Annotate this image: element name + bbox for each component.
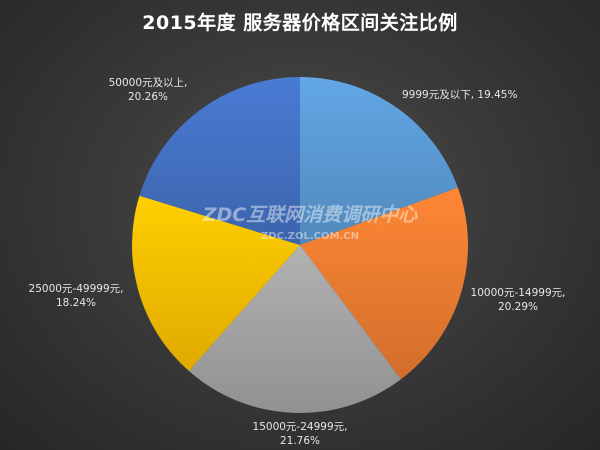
data-label-line1: 50000元及以上, [108, 77, 188, 89]
data-label-line2: 20.29% [497, 301, 539, 313]
chart-title: 2015年度 服务器价格区间关注比例 [142, 12, 458, 34]
data-label-9999-and-below: 9999元及以下, 19.45% [402, 88, 517, 102]
pie-slice-1 [300, 77, 458, 245]
pie-slice-2 [300, 187, 468, 380]
watermark-url: ZDC.ZOL.COM.CN [261, 231, 359, 242]
data-label-line1: 10000元-14999元, [470, 287, 566, 299]
pie-slice-4 [132, 195, 300, 372]
data-label-line1: 15000元-24999元, [252, 421, 348, 433]
data-label-text: 9999元及以下, 19.45% [402, 89, 518, 101]
data-label-25000-49999: 25000元-49999元, 18.24% [26, 282, 126, 310]
data-label-10000-14999: 10000元-14999元, 20.29% [468, 286, 568, 314]
data-label-line2: 18.24% [55, 297, 97, 309]
pie-slice-3 [188, 245, 401, 413]
data-label-line2: 20.26% [127, 91, 169, 103]
data-label-line1: 25000元-49999元, [28, 283, 124, 295]
watermark-text: ZDC互联网消费调研中心 [202, 204, 418, 226]
data-label-15000-24999: 15000元-24999元, 21.76% [240, 420, 360, 448]
data-label-50000-and-above: 50000元及以上, 20.26% [98, 76, 198, 104]
data-label-line2: 21.76% [279, 435, 321, 447]
pie-slice-5 [139, 77, 300, 245]
